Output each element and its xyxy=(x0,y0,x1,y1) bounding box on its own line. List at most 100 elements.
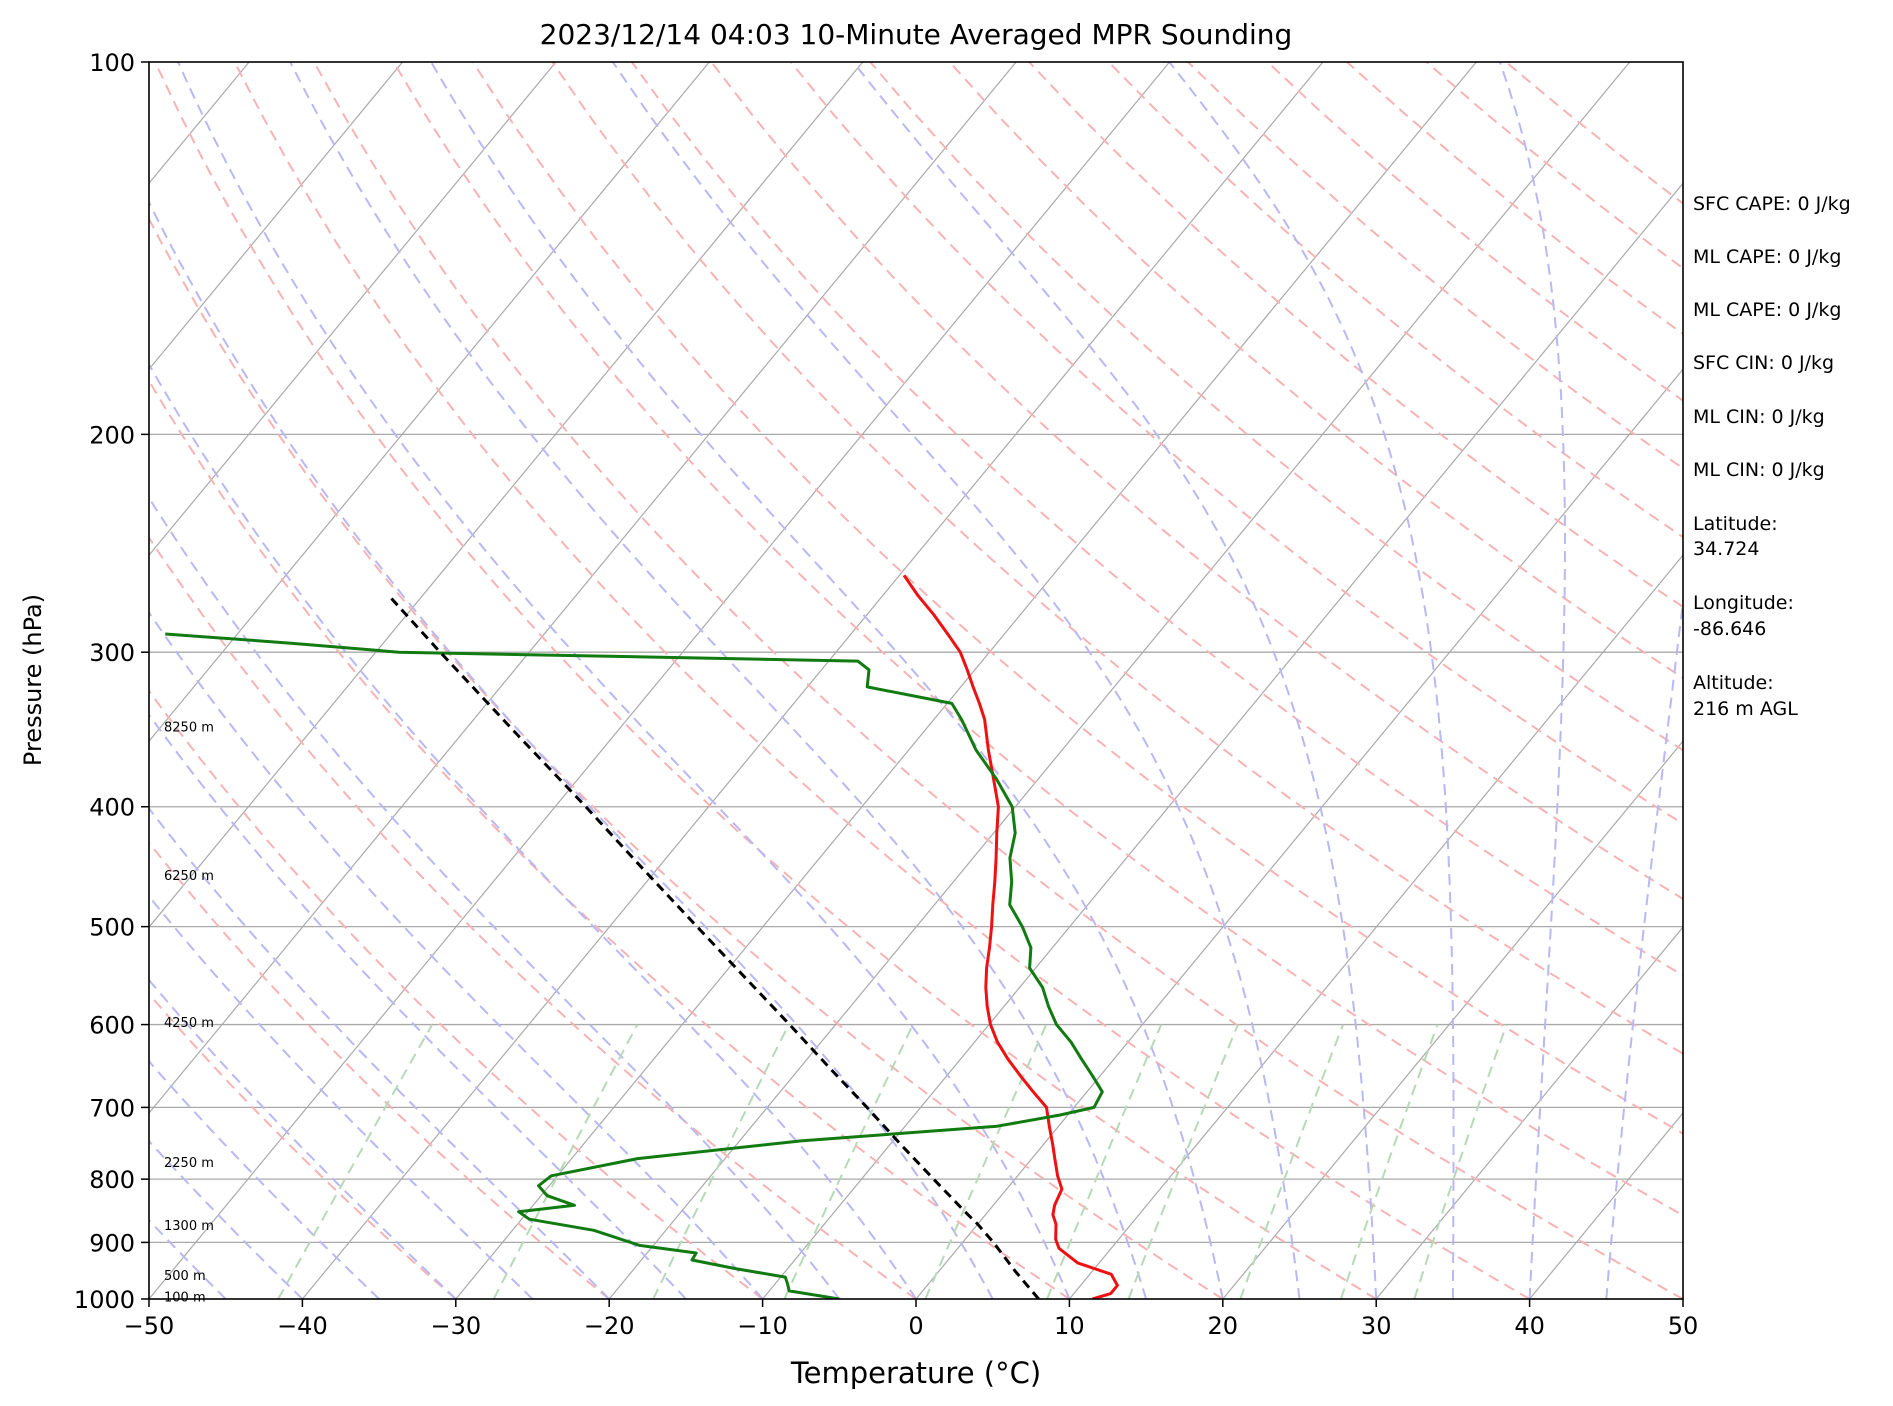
info-longitude-value: -86.646 xyxy=(1693,618,1766,640)
dry-adiabat xyxy=(149,535,917,1299)
x-tick-label: 20 xyxy=(1208,1312,1239,1340)
moist-adiabat xyxy=(1498,62,1567,1299)
isotherm-line xyxy=(149,62,403,371)
info-altitude-value: 216 m AGL xyxy=(1693,698,1798,720)
moist-adiabat xyxy=(149,362,917,1299)
isotherm-line xyxy=(1375,926,1683,1299)
mixing-ratio-line xyxy=(1413,1024,1508,1299)
data-lines xyxy=(165,574,1119,1299)
isotherm-line xyxy=(762,182,1683,1299)
y-tick-label: 700 xyxy=(89,1094,135,1122)
moist-adiabat xyxy=(149,978,457,1299)
dry-adiabat xyxy=(149,379,1070,1299)
dry-adiabat xyxy=(154,62,1377,1299)
dry-adiabat xyxy=(630,62,1683,977)
isotherm-line xyxy=(915,368,1683,1299)
height-label: 2250 m xyxy=(164,1156,214,1171)
info-sfc-cin: SFC CIN: 0 J/kg xyxy=(1693,352,1834,374)
y-tick-label: 400 xyxy=(89,794,135,822)
isotherm-line xyxy=(0,62,96,1299)
x-tick-label: −30 xyxy=(430,1312,481,1340)
isotherm-line xyxy=(608,62,1631,1299)
mixing-ratio-line xyxy=(1239,1024,1345,1299)
isotherm-line xyxy=(149,62,864,929)
mixing-ratio-line xyxy=(492,1024,639,1299)
mixing-ratio-line xyxy=(1127,1024,1239,1299)
dry-adiabat xyxy=(313,62,1683,1299)
y-tick-label: 600 xyxy=(89,1012,135,1040)
info-latitude-value: 34.724 xyxy=(1693,538,1759,560)
x-tick-label: 30 xyxy=(1361,1312,1392,1340)
dry-adiabat xyxy=(1028,62,1683,609)
info-altitude-label: Altitude: xyxy=(1693,672,1774,694)
dry-adiabat xyxy=(233,62,1531,1299)
y-tick-label: 800 xyxy=(89,1166,135,1194)
x-tick-label: −20 xyxy=(584,1312,635,1340)
mixing-ratio-line xyxy=(1339,1024,1439,1299)
info-panel: SFC CAPE: 0 J/kg ML CAPE: 0 J/kg ML CAPE… xyxy=(1693,193,1851,720)
info-ml-cin: ML CIN: 0 J/kg xyxy=(1693,406,1825,428)
moist-adiabat xyxy=(177,62,1071,1299)
chart-title: 2023/12/14 04:03 10-Minute Averaged MPR … xyxy=(540,18,1293,51)
isotherm-line xyxy=(149,62,557,557)
x-tick-label: 10 xyxy=(1054,1312,1085,1340)
height-label: 500 m xyxy=(164,1269,206,1284)
moist-adiabat xyxy=(1168,62,1455,1299)
y-axis-ticks: 1000 900 800 700 600 500 400 300 200 100 xyxy=(74,49,149,1314)
moist-adiabat xyxy=(149,894,534,1299)
background-lines xyxy=(0,62,1683,1299)
isotherm-line xyxy=(149,62,710,743)
isotherm-line xyxy=(149,62,1017,1115)
moist-adiabat xyxy=(149,610,764,1299)
moist-adiabat xyxy=(149,806,610,1299)
dry-adiabat xyxy=(392,62,1683,1217)
y-tick-label: 900 xyxy=(89,1229,135,1257)
info-ml-cape: ML CAPE: 0 J/kg xyxy=(1693,246,1841,268)
x-axis-ticks: −50 −40 −30 −20 −10 0 10 20 30 40 50 xyxy=(124,1299,1699,1340)
x-tick-label: 40 xyxy=(1514,1312,1545,1340)
dry-adiabat xyxy=(149,841,610,1299)
dry-adiabat xyxy=(149,992,457,1299)
mixing-ratio-line xyxy=(783,1024,914,1299)
mixing-ratio-line xyxy=(1046,1024,1163,1299)
isotherm-line xyxy=(1068,554,1683,1299)
y-tick-label: 1000 xyxy=(74,1286,135,1314)
height-label: 8250 m xyxy=(164,720,214,735)
info-ml-cin-2: ML CIN: 0 J/kg xyxy=(1693,459,1825,481)
height-labels: 8250 m 6250 m 4250 m 2250 m 1300 m 500 m 100 m xyxy=(164,720,214,1305)
info-longitude-label: Longitude: xyxy=(1693,592,1794,614)
x-tick-label: −50 xyxy=(124,1312,175,1340)
isotherm-line xyxy=(301,62,1324,1299)
y-tick-label: 500 xyxy=(89,914,135,942)
mixing-ratio-line xyxy=(652,1024,790,1299)
y-tick-label: 300 xyxy=(89,639,135,667)
height-label: 100 m xyxy=(164,1290,206,1305)
dry-adiabat xyxy=(869,62,1683,752)
moist-adiabat xyxy=(149,200,994,1299)
moist-adiabat xyxy=(149,496,841,1299)
height-label: 6250 m xyxy=(164,869,214,884)
x-axis-title: Temperature (°C) xyxy=(790,1356,1041,1390)
y-tick-label: 200 xyxy=(89,421,135,449)
info-latitude-label: Latitude: xyxy=(1693,513,1778,535)
mixing-ratio-line xyxy=(924,1024,1048,1299)
x-tick-label: 50 xyxy=(1668,1312,1699,1340)
x-tick-label: −40 xyxy=(277,1312,328,1340)
y-tick-label: 100 xyxy=(89,49,135,77)
moist-adiabat xyxy=(611,62,1301,1299)
dry-adiabat xyxy=(710,62,1683,901)
moist-adiabat xyxy=(289,62,1148,1299)
moist-adiabat xyxy=(149,713,687,1299)
info-ml-cape-2: ML CAPE: 0 J/kg xyxy=(1693,299,1841,321)
dry-adiabat xyxy=(149,689,764,1299)
isotherm-line xyxy=(1222,740,1683,1299)
moist-adiabat xyxy=(852,62,1378,1299)
temperature-line xyxy=(902,574,1119,1299)
info-sfc-cape: SFC CAPE: 0 J/kg xyxy=(1693,193,1851,215)
height-label: 4250 m xyxy=(164,1016,214,1031)
moist-adiabat xyxy=(149,1059,380,1299)
isotherm-line xyxy=(149,62,1170,1299)
y-axis-title: Pressure (hPa) xyxy=(19,594,47,766)
